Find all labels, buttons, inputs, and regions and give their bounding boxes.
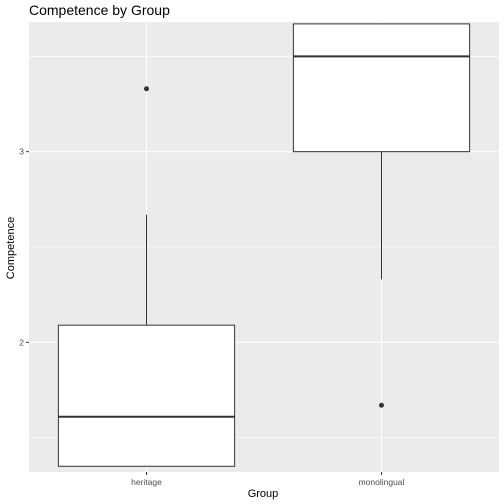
x-tick-label: heritage bbox=[131, 477, 162, 487]
outlier-point bbox=[144, 86, 149, 92]
chart-title: Competence by Group bbox=[29, 2, 170, 18]
box-heritage bbox=[57, 86, 236, 467]
box-iqr bbox=[57, 324, 236, 467]
boxes bbox=[57, 23, 471, 467]
box-monolingual bbox=[292, 23, 471, 408]
x-axis-title: Group bbox=[248, 488, 279, 500]
x-tick-label: monolingual bbox=[359, 477, 405, 487]
box-iqr bbox=[292, 23, 471, 153]
outlier-point bbox=[379, 402, 384, 408]
axes: 2 3 heritage monolingual bbox=[19, 147, 404, 487]
y-tick-label: 3 bbox=[19, 147, 24, 157]
y-tick-label: 2 bbox=[19, 337, 24, 347]
y-axis-title: Competence bbox=[5, 217, 17, 279]
